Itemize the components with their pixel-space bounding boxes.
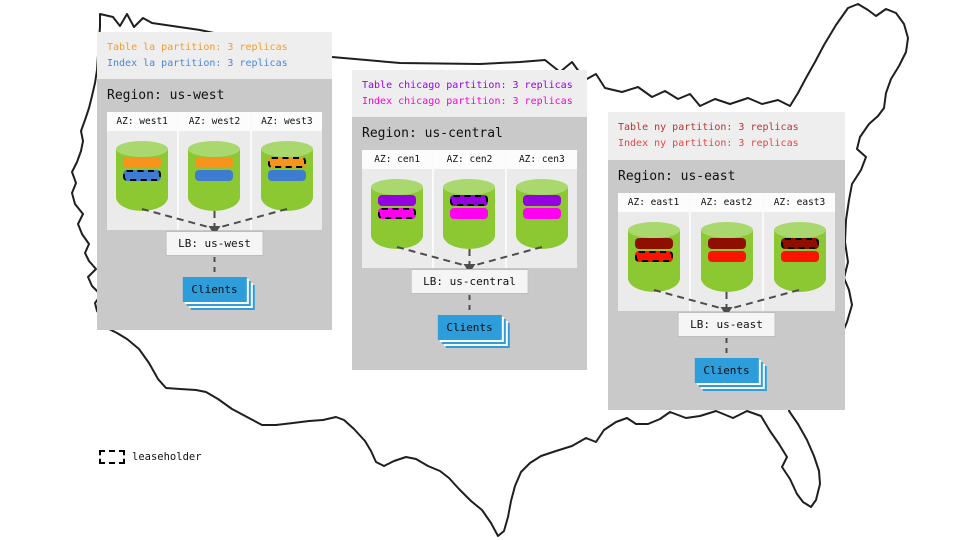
- replica-bar: [780, 251, 819, 262]
- replica-bar-leaseholder: [123, 170, 162, 181]
- az-west1: AZ: west1: [107, 112, 178, 230]
- annotation-index-ny: Index ny partition: 3 replicas: [618, 138, 799, 149]
- replica-bar-leaseholder: [780, 238, 819, 249]
- annotation-us-west: Table la partition: 3 replicas Index la …: [97, 32, 332, 79]
- cylinder-top: [443, 179, 496, 195]
- annotation-index-la: Index la partition: 3 replicas: [107, 58, 288, 69]
- region-title: Region: us-west: [107, 88, 225, 103]
- replica-bar-leaseholder: [450, 195, 489, 206]
- az-west3: AZ: west3: [249, 112, 322, 230]
- cylinder-top: [627, 222, 680, 238]
- cylinder-top: [371, 179, 424, 195]
- replica-bar: [634, 238, 673, 249]
- replica-bar: [707, 251, 746, 262]
- az-label: AZ: east3: [764, 193, 835, 212]
- database-node-icon: [371, 179, 424, 249]
- replica-bar: [195, 170, 234, 181]
- region-us-east: Region: us-east AZ: east1 AZ: east2: [608, 160, 845, 410]
- az-label: AZ: cen1: [362, 150, 433, 169]
- clients-us-central: Clients: [437, 315, 502, 340]
- database-node-icon: [116, 141, 169, 211]
- region-title: Region: us-central: [362, 126, 503, 141]
- database-node-icon: [188, 141, 241, 211]
- replica-bar: [450, 208, 489, 219]
- load-balancer-us-central: LB: us-central: [410, 269, 529, 294]
- replica-bar-leaseholder: [267, 157, 306, 168]
- replica-bar-leaseholder: [634, 251, 673, 262]
- load-balancer-us-east: LB: us-east: [677, 312, 776, 337]
- az-label: AZ: east1: [618, 193, 689, 212]
- az-row: AZ: west1 AZ: west2 AZ: west3: [107, 112, 322, 230]
- cylinder-top: [515, 179, 568, 195]
- annotation-index-chicago: Index chicago partition: 3 replicas: [362, 96, 573, 107]
- region-us-central: Region: us-central AZ: cen1 AZ: cen2: [352, 117, 587, 370]
- legend-label: leaseholder: [132, 451, 202, 463]
- az-label: AZ: cen2: [434, 150, 505, 169]
- annotation-us-east: Table ny partition: 3 replicas Index ny …: [608, 112, 845, 160]
- annotation-us-central: Table chicago partition: 3 replicas Inde…: [352, 70, 587, 117]
- annotation-table-ny: Table ny partition: 3 replicas: [618, 122, 799, 133]
- az-cen1: AZ: cen1: [362, 150, 433, 268]
- replica-bar: [267, 170, 306, 181]
- az-west2: AZ: west2: [177, 112, 250, 230]
- replica-bar: [195, 157, 234, 168]
- az-label: AZ: west3: [251, 112, 322, 131]
- annotation-table-chicago: Table chicago partition: 3 replicas: [362, 80, 573, 91]
- az-cen3: AZ: cen3: [504, 150, 577, 268]
- clients-us-east: Clients: [694, 358, 759, 383]
- database-node-icon: [443, 179, 496, 249]
- az-label: AZ: west1: [107, 112, 178, 131]
- clients-us-west: Clients: [182, 277, 247, 302]
- cylinder-top: [260, 141, 313, 157]
- replica-bar: [378, 195, 417, 206]
- legend-leaseholder: leaseholder: [99, 450, 202, 464]
- cylinder-top: [773, 222, 826, 238]
- replica-bar-leaseholder: [378, 208, 417, 219]
- load-balancer-us-west: LB: us-west: [165, 231, 264, 256]
- az-east1: AZ: east1: [618, 193, 689, 311]
- az-label: AZ: east2: [691, 193, 762, 212]
- database-node-icon: [515, 179, 568, 249]
- az-label: AZ: west2: [179, 112, 250, 131]
- replica-bar: [522, 195, 561, 206]
- database-node-icon: [773, 222, 826, 292]
- az-row: AZ: cen1 AZ: cen2 AZ: cen3: [362, 150, 577, 268]
- database-node-icon: [700, 222, 753, 292]
- leaseholder-swatch-icon: [99, 450, 125, 464]
- az-east3: AZ: east3: [762, 193, 835, 311]
- region-us-west: Region: us-west AZ: west1 AZ: west2: [97, 79, 332, 330]
- replica-bar: [707, 238, 746, 249]
- replica-bar: [522, 208, 561, 219]
- cylinder-top: [116, 141, 169, 157]
- az-row: AZ: east1 AZ: east2 AZ: east3: [618, 193, 835, 311]
- cylinder-top: [700, 222, 753, 238]
- database-node-icon: [260, 141, 313, 211]
- az-label: AZ: cen3: [506, 150, 577, 169]
- cylinder-top: [188, 141, 241, 157]
- replica-bar: [123, 157, 162, 168]
- az-east2: AZ: east2: [689, 193, 762, 311]
- region-title: Region: us-east: [618, 169, 736, 184]
- az-cen2: AZ: cen2: [432, 150, 505, 268]
- database-node-icon: [627, 222, 680, 292]
- annotation-table-la: Table la partition: 3 replicas: [107, 42, 288, 53]
